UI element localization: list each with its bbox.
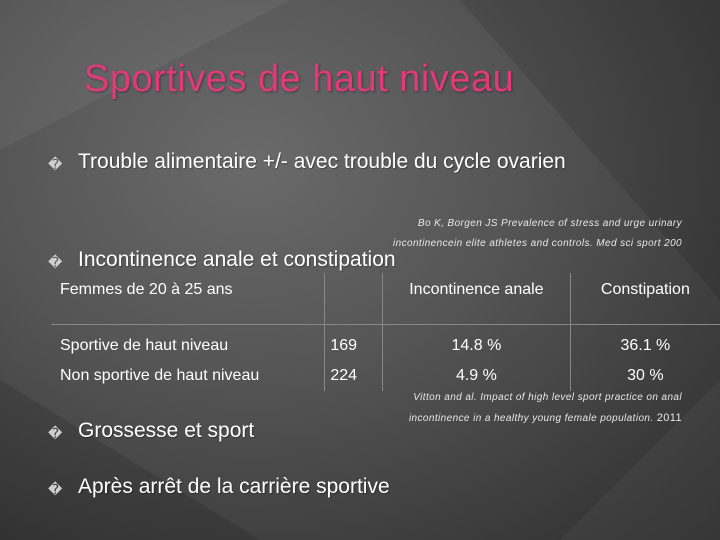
- incontinence-table: Femmes de 20 à 25 ans Incontinence anale…: [51, 273, 720, 391]
- bullet-icon: �: [48, 482, 63, 498]
- table-header-cell: Incontinence anale: [382, 273, 571, 325]
- reference-line: Vitton and al. Impact of high level spor…: [413, 392, 682, 403]
- table-header-cell: Constipation: [569, 273, 720, 325]
- table-cell: 36.1 %: [569, 324, 720, 361]
- table-cell: 30 %: [569, 361, 720, 391]
- table-row: Non sportive de haut niveau 224 4.9 % 30…: [51, 361, 720, 391]
- reference-year: 2011: [656, 412, 682, 424]
- table-cell: Sportive de haut niveau: [60, 337, 229, 354]
- table-row: Sportive de haut niveau 169 14.8 % 36.1 …: [51, 324, 720, 361]
- reference-line: Bo K, Borgen JS Prevalence of stress and…: [417, 218, 682, 229]
- slide-title: Sportives de haut niveau: [84, 58, 515, 100]
- bullet-after-career: Après arrêt de la carrière sportive: [78, 475, 390, 498]
- bullet-icon: �: [48, 426, 63, 442]
- bullet-incontinence: Incontinence anale et constipation: [78, 248, 396, 271]
- table-header-row: Femmes de 20 à 25 ans Incontinence anale…: [51, 273, 720, 325]
- bullet-eating-disorder: Trouble alimentaire +/- avec trouble du …: [78, 150, 566, 173]
- reference-text: incontinence in a healthy young female p…: [408, 413, 654, 424]
- reference-line: incontinencein elite athletes and contro…: [393, 238, 682, 249]
- bullet-icon: �: [48, 157, 63, 173]
- table-header-cell: Femmes de 20 à 25 ans: [51, 273, 325, 325]
- reference-bo-borgen: Bo K, Borgen JS Prevalence of stress and…: [393, 214, 682, 254]
- table-cell: 224: [324, 361, 383, 391]
- table-cell: 169: [324, 324, 383, 361]
- table-cell: Non sportive de haut niveau: [60, 367, 260, 384]
- table-cell: 14.8 %: [382, 324, 571, 361]
- table-cell: 4.9 %: [382, 361, 571, 391]
- bullet-pregnancy: Grossesse et sport: [78, 419, 255, 442]
- table-header-cell: [324, 273, 383, 325]
- reference-vitton: Vitton and al. Impact of high level spor…: [409, 388, 682, 429]
- bullet-icon: �: [48, 255, 63, 271]
- reference-line: incontinence in a healthy young female p…: [409, 408, 682, 429]
